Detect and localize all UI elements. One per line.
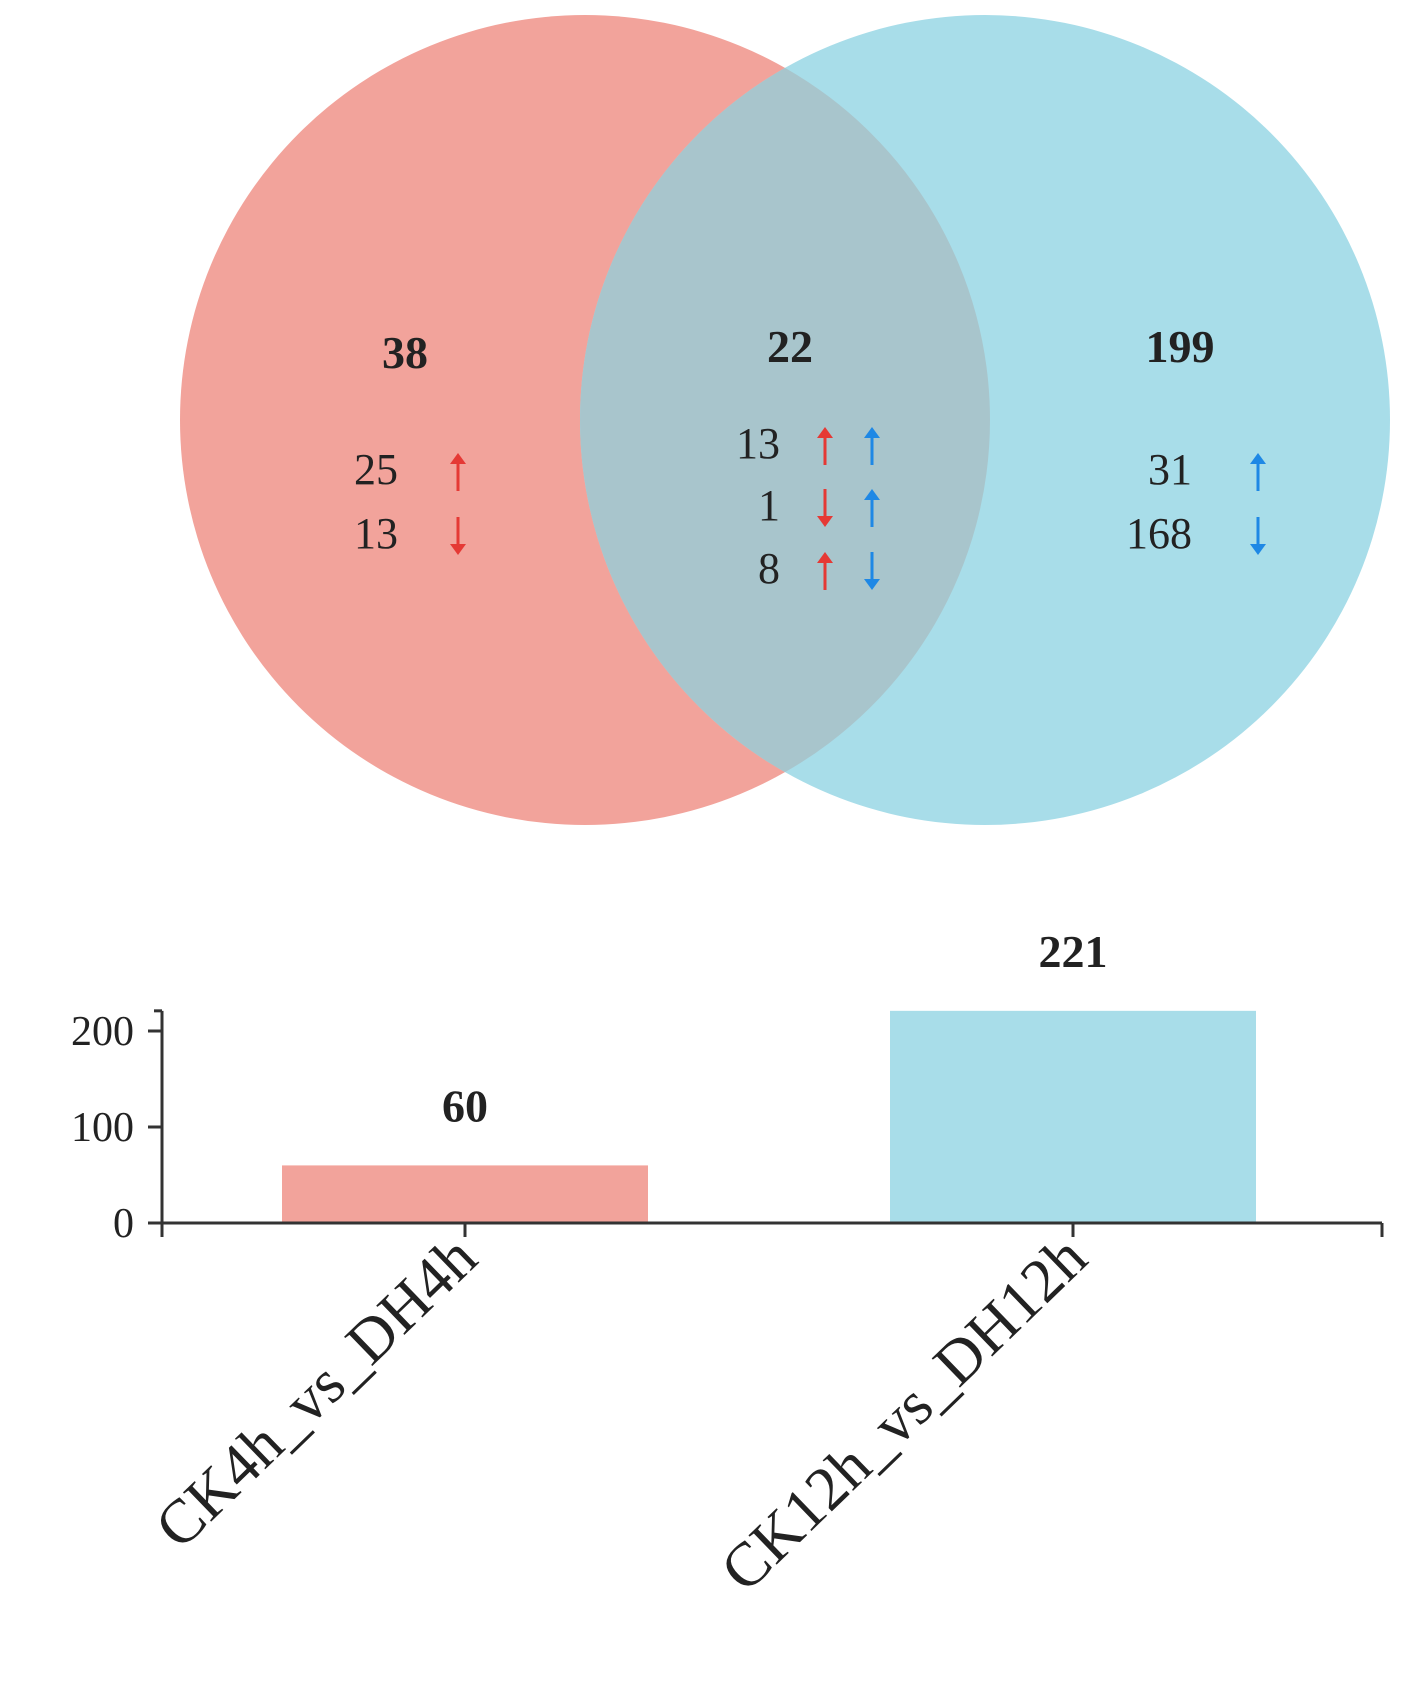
- bar-chart: 60 221 0 100 200 CK4h_vs_DH4h CK12h_vs_DH12h: [71, 926, 1384, 1605]
- venn-count-b-down: 168: [1126, 509, 1192, 558]
- down-arrow-icon: [864, 552, 880, 590]
- up-arrow-icon: [864, 427, 880, 465]
- venn-count-overlap-up-down: 8: [758, 544, 780, 593]
- down-arrow-icon-head: [450, 544, 466, 555]
- up-arrow-icon-head: [864, 427, 880, 438]
- bar-value-label: 221: [1039, 926, 1108, 977]
- venn-arrows: [450, 427, 1266, 590]
- bar-marks: 60 221: [282, 926, 1256, 1223]
- venn-count-overlap-up-up: 13: [736, 419, 780, 468]
- venn-count-a-up: 25: [354, 445, 398, 494]
- venn-count-b-up: 31: [1148, 445, 1192, 494]
- y-tick-label: 0: [113, 1201, 134, 1247]
- up-arrow-icon-head: [817, 427, 833, 438]
- up-arrow-icon-head: [450, 453, 466, 464]
- venn-total-b-only: 199: [1146, 321, 1215, 372]
- down-arrow-icon: [817, 489, 833, 527]
- up-arrow-icon: [450, 453, 466, 491]
- venn-total-a-only: 38: [382, 327, 428, 378]
- bar-2: [890, 1010, 1256, 1223]
- up-arrow-icon-head: [864, 489, 880, 500]
- x-category-label: CK4h_vs_DH4h: [143, 1223, 490, 1561]
- down-arrow-icon: [1250, 517, 1266, 555]
- venn-diagram: 38 22 199 25 13 13 1 8 31 168: [180, 15, 1390, 825]
- down-arrow-icon: [450, 517, 466, 555]
- bar-1: [282, 1165, 648, 1223]
- down-arrow-icon-head: [817, 516, 833, 527]
- venn-overlap-region: [580, 67, 990, 773]
- up-arrow-icon: [817, 427, 833, 465]
- venn-count-overlap-down-up: 1: [758, 481, 780, 530]
- bar-value-label: 60: [442, 1080, 488, 1131]
- x-category-label: CK12h_vs_DH12h: [708, 1223, 1100, 1605]
- venn-count-a-down: 13: [354, 509, 398, 558]
- y-tick-label: 200: [71, 1009, 134, 1055]
- up-arrow-icon: [864, 489, 880, 527]
- up-arrow-icon-head: [817, 552, 833, 563]
- venn-total-overlap: 22: [767, 321, 813, 372]
- up-arrow-icon: [817, 552, 833, 590]
- down-arrow-icon-head: [864, 579, 880, 590]
- up-arrow-icon-head: [1250, 453, 1266, 464]
- down-arrow-icon-head: [1250, 544, 1266, 555]
- up-arrow-icon: [1250, 453, 1266, 491]
- y-tick-label: 100: [71, 1105, 134, 1151]
